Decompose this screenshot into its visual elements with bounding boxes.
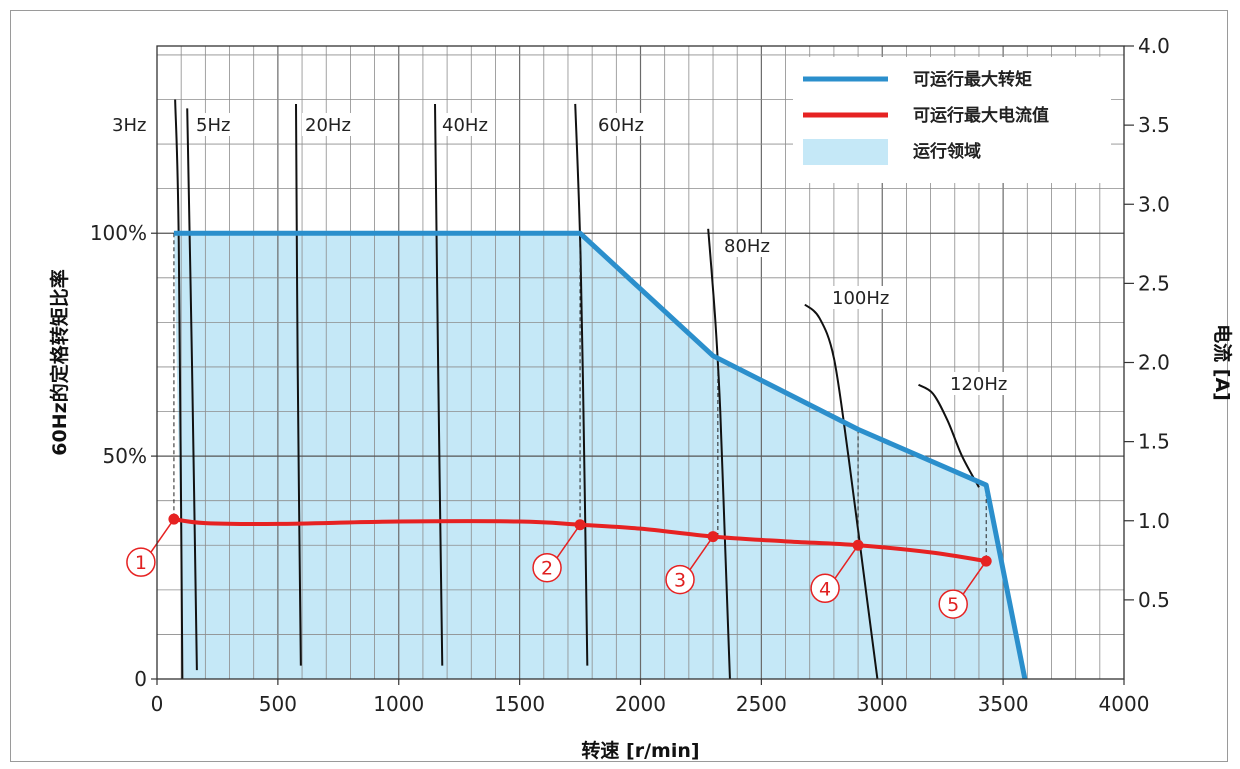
marker-leader (556, 524, 581, 559)
torque-line (173, 230, 1028, 680)
frequency-label-bg (829, 286, 890, 309)
y-right-tick-label: 4.0 (1138, 34, 1170, 58)
y-left-axis-label: 60Hz的定格转矩比率 (48, 269, 71, 455)
x-tick-label: 4000 (1099, 692, 1150, 716)
x-tick-label: 500 (259, 692, 297, 716)
marker-circle (938, 589, 968, 619)
x-tick-label: 0 (151, 692, 164, 716)
y-left-tick-label: 100% (90, 221, 147, 245)
frequency-label-bg (595, 113, 645, 136)
legend-label: 可运行最大电流值 (913, 105, 1049, 126)
frequency-label-bg (109, 113, 148, 136)
frequency-label-bg (721, 234, 771, 257)
marker-circle (126, 547, 156, 577)
frequency-label: 100Hz (832, 288, 889, 309)
y-right-tick-label: 1.0 (1138, 509, 1170, 533)
marker-number: 1 (135, 552, 147, 574)
legend-label: 可运行最大转矩 (913, 69, 1032, 90)
frequency-curve (707, 228, 731, 680)
legend-area-swatch (803, 139, 888, 165)
frequency-curve (804, 303, 879, 680)
chart-frame (10, 10, 1228, 762)
x-tick-label: 1000 (373, 692, 424, 716)
marker-leader (150, 518, 175, 553)
marker-circle (532, 552, 562, 583)
y-right-tick-label: 0.5 (1138, 588, 1170, 612)
y-right-axis-label: 电流 [A] (1211, 324, 1234, 401)
marker-leader (962, 560, 987, 595)
marker-circle (665, 564, 695, 595)
frequency-curves-layer: 3Hz 5Hz 20Hz 40Hz 60Hz 80Hz 100Hz 120Hz (109, 99, 1008, 680)
x-axis-label: 转速 [r/min] (581, 739, 699, 762)
x-tick-label: 1500 (494, 692, 545, 716)
x-tick-label: 2500 (736, 692, 787, 716)
frequency-label: 40Hz (442, 115, 488, 136)
marker-circle (810, 573, 840, 604)
frequency-label: 5Hz (196, 115, 230, 136)
x-tick-label: 3000 (857, 692, 908, 716)
series-layer: 1 2 3 4 5 (126, 230, 1028, 680)
x-tick-label: 3500 (978, 692, 1029, 716)
y-left-tick-label: 0 (134, 667, 147, 691)
x-tick-label: 2000 (615, 692, 666, 716)
marker-leader (689, 536, 714, 571)
frequency-label-bg (302, 113, 352, 136)
frequency-label: 120Hz (950, 374, 1007, 395)
frequency-label-bg (439, 113, 489, 136)
frequency-label: 60Hz (598, 115, 644, 136)
y-right-tick-label: 1.5 (1138, 430, 1170, 454)
marker-number: 3 (674, 570, 686, 592)
y-right-tick-label: 3.0 (1138, 192, 1170, 216)
frequency-label-bg (947, 372, 1008, 395)
frequency-curve (434, 103, 444, 666)
frequency-curve (917, 383, 980, 488)
frequency-curve (574, 103, 589, 666)
legend-label: 运行领域 (913, 141, 981, 162)
frequency-label: 20Hz (305, 115, 351, 136)
marker-leader (834, 544, 859, 579)
frequency-label-bg (193, 113, 232, 136)
frequency-curve (186, 108, 198, 671)
frequency-curve (174, 99, 184, 680)
marker-number: 4 (819, 578, 831, 600)
y-left-tick-label: 50% (103, 444, 147, 468)
marker-number: 5 (947, 594, 959, 616)
y-right-tick-label: 3.5 (1138, 113, 1170, 137)
frequency-curve (295, 103, 302, 666)
y-right-tick-label: 2.0 (1138, 351, 1170, 375)
frequency-label: 80Hz (724, 236, 770, 257)
axes-layer: 0 500 1000 1500 2000 2500 3000 3500 4000 转速 [r/mi… (48, 34, 1234, 762)
dashed-lines-layer (173, 233, 987, 562)
marker-number: 2 (541, 558, 553, 580)
y-right-tick-label: 2.5 (1138, 271, 1170, 295)
frequency-label: 3Hz (112, 115, 146, 136)
